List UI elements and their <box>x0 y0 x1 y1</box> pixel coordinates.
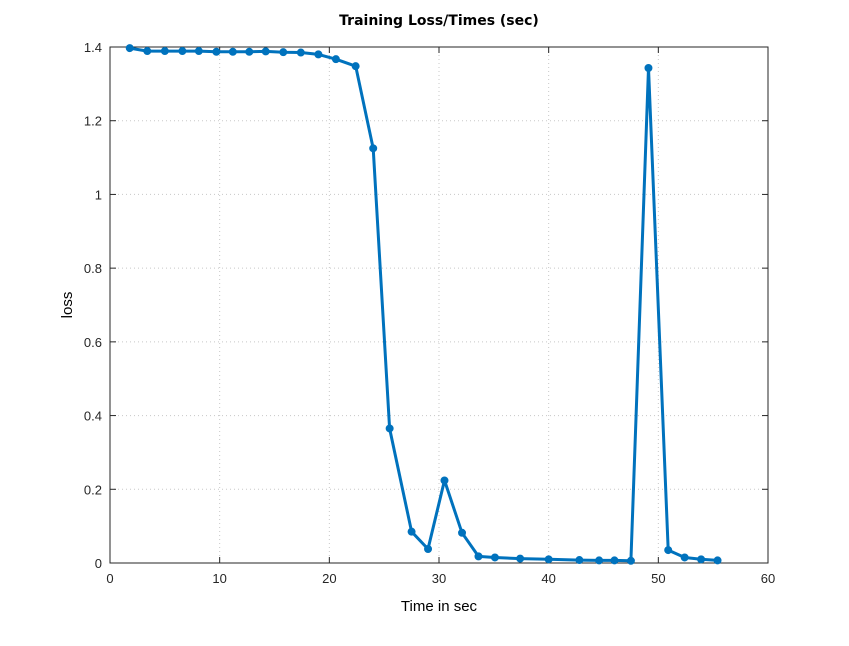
data-point <box>697 555 706 564</box>
data-point <box>331 55 340 64</box>
data-point <box>369 144 378 153</box>
data-point <box>385 424 394 433</box>
data-point <box>125 44 134 53</box>
y-axis-title: loss <box>59 292 76 319</box>
chart-title: Training Loss/Times (sec) <box>339 13 539 29</box>
data-point <box>351 62 360 71</box>
data-point <box>595 556 604 565</box>
grid-lines <box>110 47 768 563</box>
data-point <box>575 556 584 565</box>
data-point <box>440 476 449 485</box>
data-point <box>713 556 722 565</box>
data-point <box>458 528 467 537</box>
y-tick-label: 0.4 <box>84 409 102 424</box>
data-point <box>143 47 152 56</box>
data-point <box>664 546 673 555</box>
data-point <box>644 64 653 73</box>
x-tick-label: 0 <box>106 571 113 586</box>
data-point <box>261 47 270 56</box>
x-tick-label: 10 <box>212 571 226 586</box>
y-tick-label: 0.8 <box>84 261 102 276</box>
series-group <box>125 44 722 565</box>
plot-area <box>110 47 768 563</box>
axis-ticks: 0 10 20 30 40 50 60 0 0.2 0.4 0.6 0.8 1 1.2 1.4 <box>84 40 775 586</box>
data-point <box>228 47 237 56</box>
data-point <box>610 556 619 565</box>
y-tick-label: 0.6 <box>84 335 102 350</box>
data-point <box>212 47 221 56</box>
data-point <box>296 48 305 57</box>
data-point <box>160 47 169 56</box>
data-point <box>424 544 433 553</box>
data-point <box>245 47 254 56</box>
y-tick-label: 0 <box>95 556 102 571</box>
y-tick-label: 1.4 <box>84 40 102 55</box>
data-point <box>279 48 288 57</box>
x-tick-label: 40 <box>541 571 555 586</box>
data-point <box>626 556 635 565</box>
data-point <box>178 47 187 56</box>
data-point <box>544 555 553 564</box>
x-tick-label: 20 <box>322 571 336 586</box>
x-axis-title: Time in sec <box>401 598 478 615</box>
x-tick-label: 50 <box>651 571 665 586</box>
data-point <box>314 50 323 59</box>
data-point <box>194 47 203 56</box>
x-tick-label: 30 <box>432 571 446 586</box>
data-point <box>516 554 525 563</box>
y-tick-label: 1 <box>95 187 102 202</box>
y-tick-label: 0.2 <box>84 482 102 497</box>
data-point <box>407 527 416 536</box>
data-point <box>474 552 483 561</box>
y-tick-label: 1.2 <box>84 114 102 129</box>
data-point <box>680 553 689 562</box>
x-tick-label: 60 <box>761 571 775 586</box>
data-point <box>490 553 499 562</box>
